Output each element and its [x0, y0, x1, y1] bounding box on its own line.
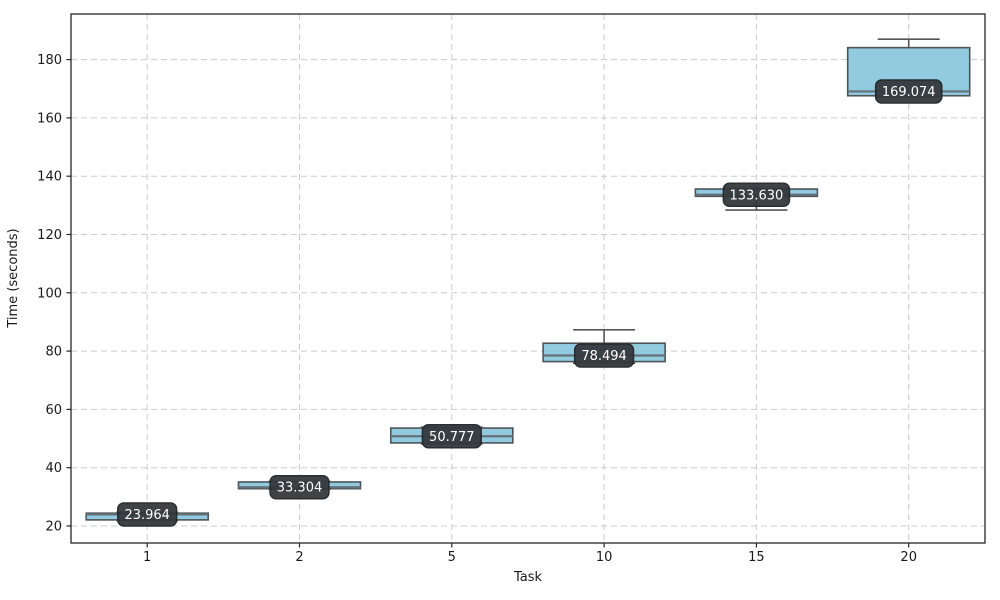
x-tick-label: 15 [748, 550, 765, 565]
x-tick-label: 5 [448, 550, 456, 565]
median-label-text: 23.964 [124, 508, 170, 523]
median-label-text: 169.074 [882, 85, 936, 100]
x-tick-label: 20 [900, 550, 917, 565]
axis-layer: 20 40 60 80 100 120 140 160 180 1 2 5 10 15 20 [37, 13, 986, 565]
x-tick-label: 2 [295, 550, 303, 565]
y-tick-label: 180 [37, 53, 62, 68]
x-tick-label: 10 [596, 550, 613, 565]
x-axis-label: Task [513, 570, 543, 585]
y-tick-label: 80 [45, 345, 62, 360]
median-label-box [269, 474, 330, 500]
median-label-text: 33.304 [277, 481, 323, 496]
median-label-text: 133.630 [730, 188, 784, 203]
y-tick-label: 40 [45, 461, 62, 476]
median-label-box [573, 343, 635, 368]
median-label-box [722, 182, 791, 208]
y-tick-label: 120 [37, 228, 62, 243]
median-label-text: 50.777 [429, 430, 475, 445]
x-tick-label: 1 [143, 550, 151, 565]
y-tick-label: 160 [37, 111, 62, 126]
median-label-text: 78.494 [581, 349, 627, 364]
median-label-box [874, 79, 943, 104]
plot-border [70, 13, 986, 544]
median-label-box [421, 424, 482, 449]
boxes-layer [85, 38, 971, 522]
median-label: 133.630 [722, 182, 791, 208]
median-label: 78.494 [573, 343, 635, 368]
median-label-box [117, 502, 178, 527]
median-label: 50.777 [421, 424, 482, 449]
median-label: 33.304 [269, 474, 330, 500]
y-axis-label: Time (seconds) [6, 228, 21, 328]
median-label: 169.074 [874, 79, 943, 104]
median-label: 23.964 [117, 502, 178, 527]
y-tick-label: 100 [37, 286, 62, 301]
y-tick-label: 60 [45, 403, 62, 418]
y-tick-label: 20 [45, 520, 62, 535]
y-tick-label: 140 [37, 170, 62, 185]
labels-layer: 23.964 33.304 50.777 78.494 133.630 169.074 [117, 79, 943, 527]
grid-layer [71, 14, 985, 543]
